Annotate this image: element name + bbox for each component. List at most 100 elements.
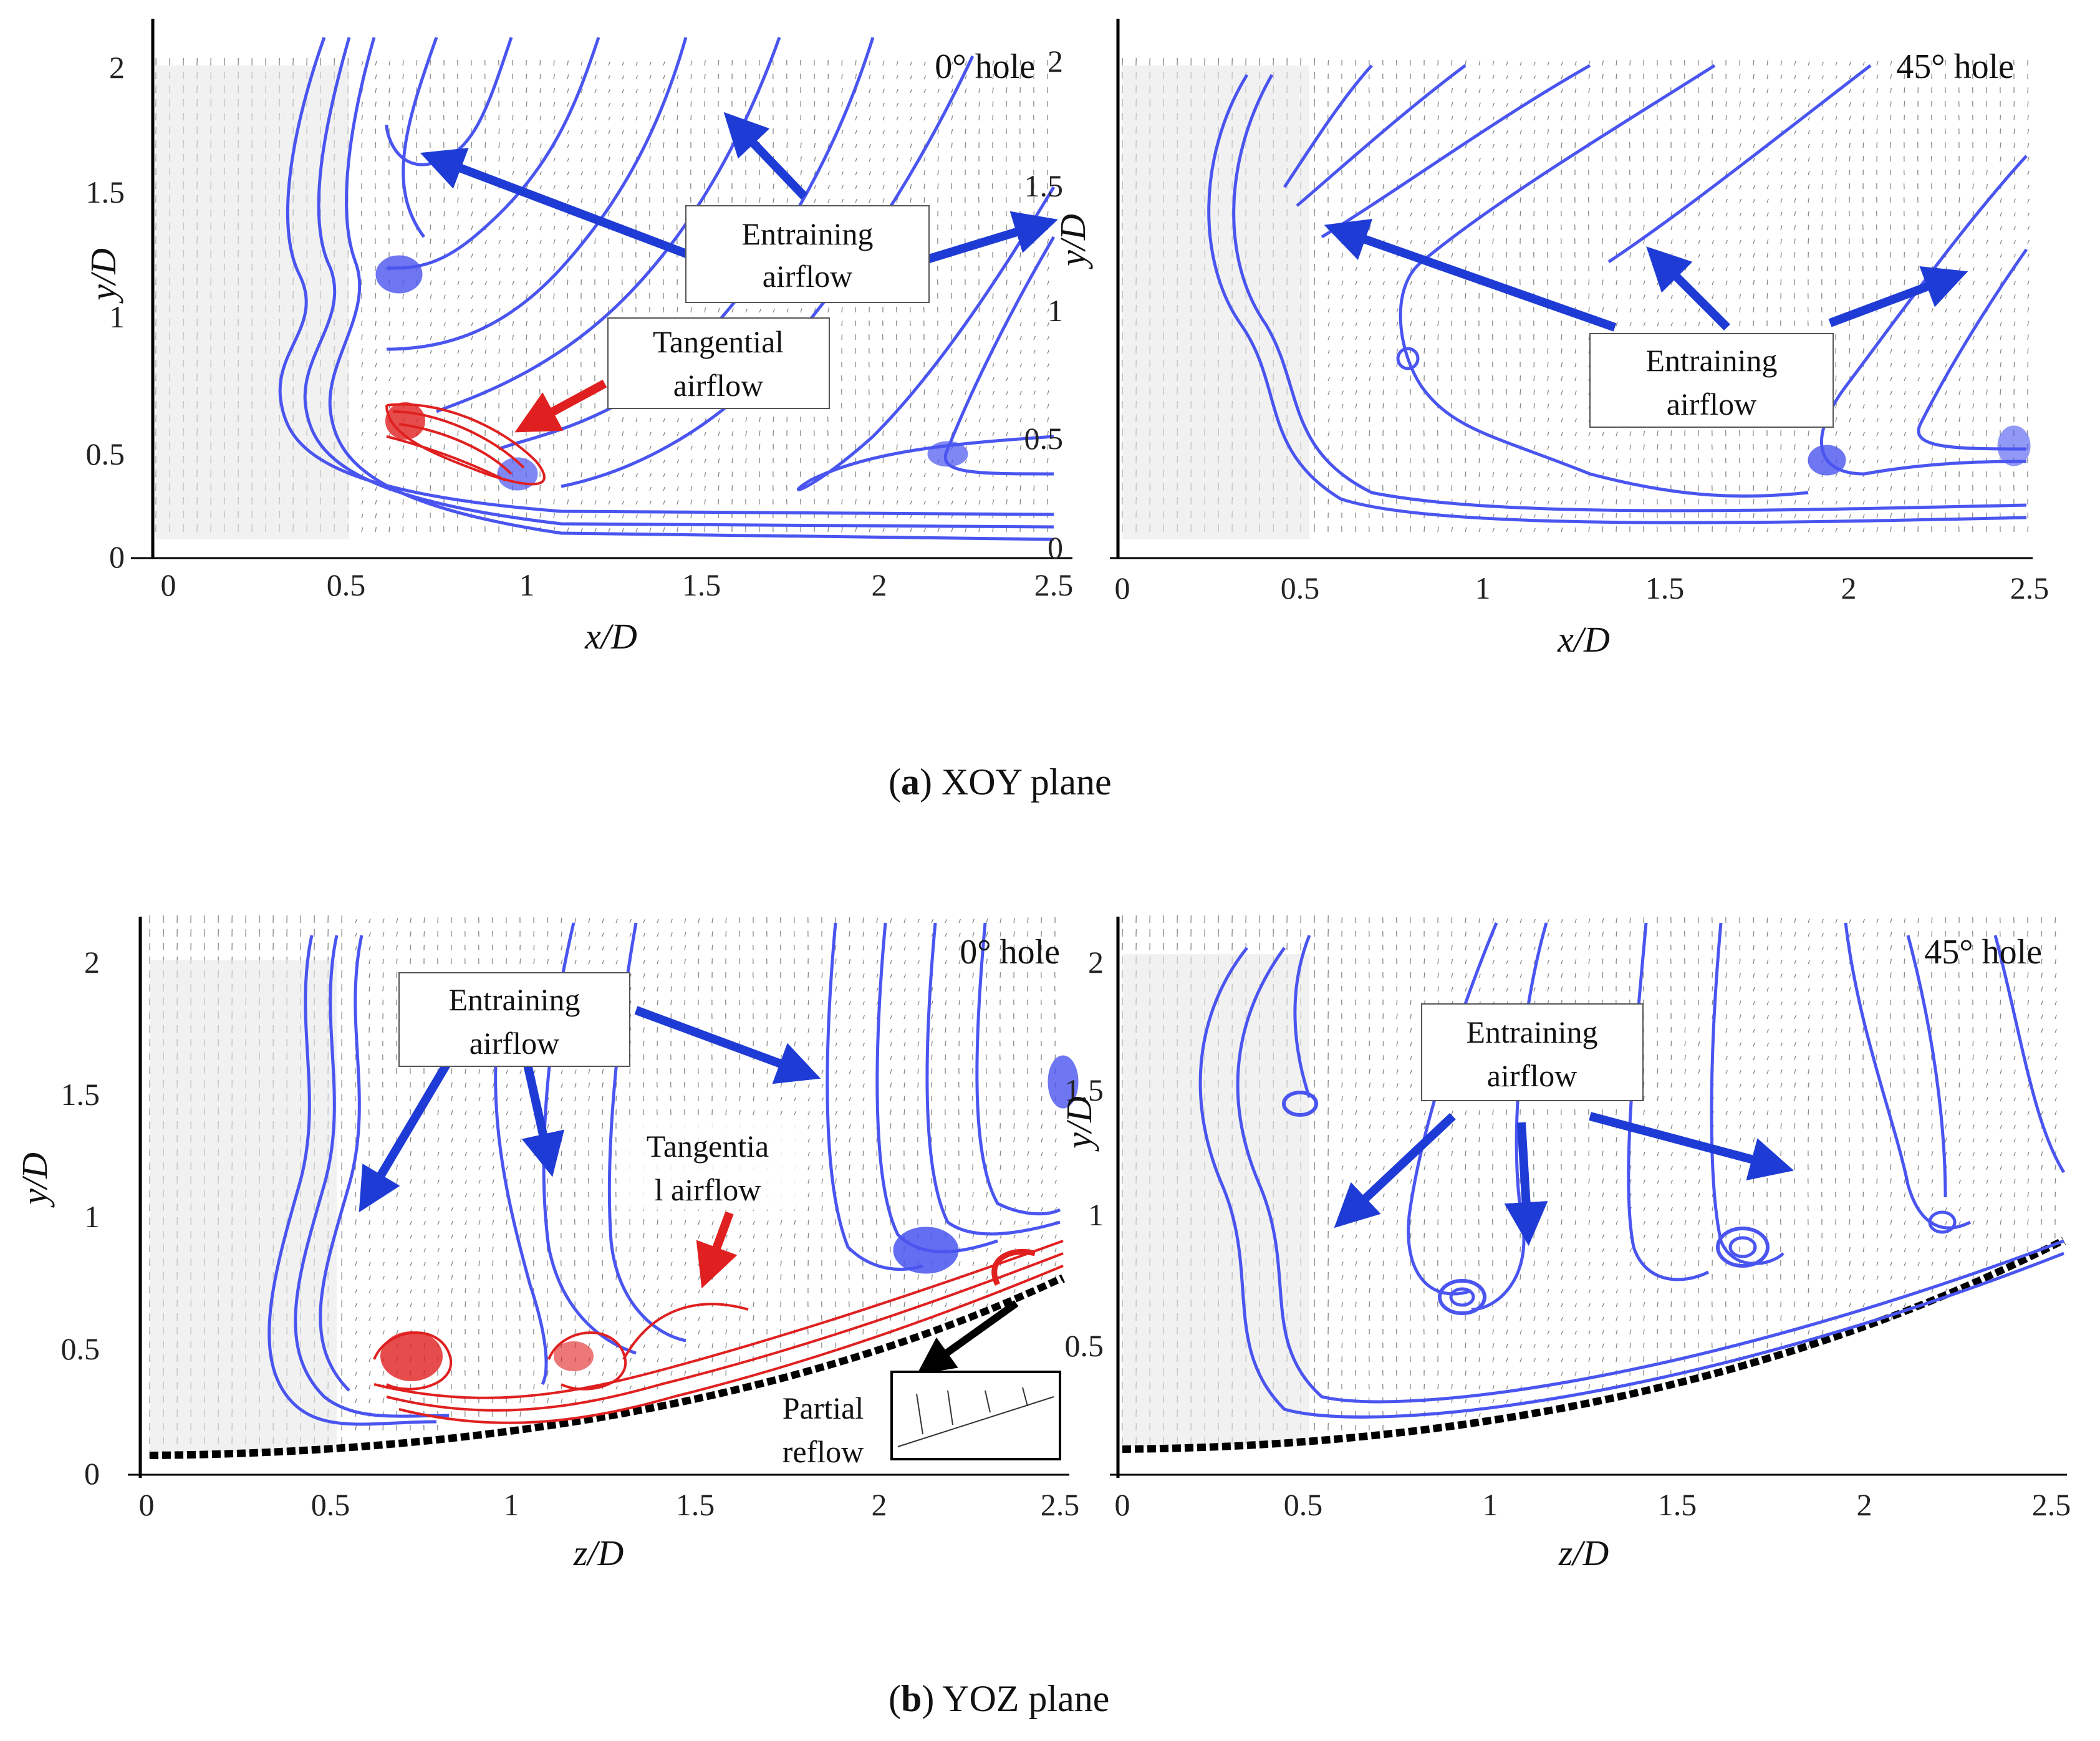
jet-wall — [156, 65, 349, 539]
tangential-vortex — [385, 402, 546, 486]
panel-label: 45° hole — [1924, 933, 2042, 972]
x-tick-label: 0.5 — [1281, 571, 1320, 605]
x-tick-label: 1.5 — [1658, 1487, 1697, 1522]
y-tick-label: 2 — [1048, 44, 1063, 79]
x-tick-label: 1.5 — [676, 1487, 715, 1522]
x-axis-label: x/D — [584, 616, 637, 657]
x-ticks: 0 0.5 1 1.5 2 2.5 — [1115, 571, 2049, 605]
x-tick-label: 0 — [1115, 571, 1130, 605]
caption-b: (b) YOZ plane — [889, 1678, 1110, 1719]
x-axis-label: x/D — [1557, 619, 1610, 660]
arrow-entraining — [1334, 1112, 1456, 1228]
streamlines — [1198, 922, 2066, 1419]
curved-wall — [149, 1274, 1065, 1460]
x-axis-label: z/D — [1558, 1533, 1609, 1573]
note-line: airflow — [1667, 387, 1756, 422]
note-box-tangential: Tangential airflow — [607, 317, 830, 409]
note-tangential: Tangentia l airflow — [617, 1122, 798, 1210]
jet-wall — [1122, 954, 1309, 1447]
arrow-entraining — [420, 148, 706, 265]
x-tick-label: 1 — [1475, 571, 1491, 605]
y-tick-label: 0.5 — [1024, 421, 1064, 456]
y-ticks: 0 0.5 1 1.5 2 — [61, 945, 100, 1491]
x-tick-label: 1 — [1483, 1487, 1498, 1522]
x-ticks: 0 0.5 1 1.5 2 2.5 — [161, 567, 1074, 602]
panel-label: 0° hole — [960, 933, 1060, 972]
note-box-entraining: Entraining airflow — [1421, 1003, 1644, 1101]
tangential-vortex — [373, 1240, 1064, 1424]
x-tick-label: 2.5 — [1034, 567, 1074, 602]
y-tick-label: 0.5 — [86, 436, 125, 471]
note-box-entraining: Entraining airflow — [685, 205, 930, 303]
panel-label: 45° hole — [1896, 47, 2014, 86]
note-line: Partial — [783, 1391, 864, 1425]
x-ticks: 0 0.5 1 1.5 2 2.5 — [1115, 1487, 2071, 1522]
y-ticks: 0 0.5 1 1.5 2 — [1024, 44, 1064, 565]
panel-xoy-0: Entraining airflow Tangential airflow 0°… — [83, 19, 1073, 657]
y-tick-label: 0 — [109, 539, 125, 574]
note-line: airflow — [470, 1026, 559, 1061]
x-tick-label: 0.5 — [1284, 1487, 1323, 1522]
y-ticks: 0 0.5 1 1.5 2 — [86, 50, 125, 574]
note-line: Entraining — [741, 216, 873, 251]
y-tick-label: 2 — [84, 945, 100, 980]
arrow-entraining — [1324, 218, 1617, 332]
y-tick-label: 2 — [1088, 945, 1104, 980]
caption-a: (a) XOY plane — [889, 761, 1112, 803]
note-line: airflow — [763, 259, 852, 294]
note-box-entraining: Entraining airflow — [1589, 333, 1834, 428]
x-tick-label: 2 — [872, 567, 887, 602]
x-tick-label: 1 — [504, 1487, 519, 1522]
panel-yoz-0: Entraining airflow Tangentia l airflow P… — [14, 915, 1079, 1573]
arrow-entraining — [1504, 1122, 1548, 1246]
x-ticks: 0 0.5 1 1.5 2 2.5 — [139, 1487, 1080, 1522]
x-tick-label: 2 — [1857, 1487, 1872, 1522]
streamlines — [278, 37, 1056, 541]
arrow-entraining — [921, 211, 1058, 265]
note-line: reflow — [783, 1434, 864, 1469]
y-tick-label: 0.5 — [61, 1331, 100, 1366]
y-tick-label: 1 — [1088, 1197, 1104, 1232]
y-tick-label: 1 — [1048, 293, 1063, 328]
x-tick-label: 2 — [1841, 571, 1857, 605]
panel-label: 0° hole — [935, 47, 1035, 86]
y-axis-label: y/D — [14, 1152, 55, 1208]
x-tick-label: 0 — [161, 567, 176, 602]
note-reflow: Partial reflow — [783, 1391, 864, 1469]
note-line: airflow — [1487, 1058, 1577, 1093]
note-line: Tangential — [653, 324, 784, 359]
y-tick-label: 0.5 — [1065, 1328, 1104, 1363]
y-tick-label: 1.5 — [61, 1077, 100, 1112]
y-axis-label: y/D — [83, 248, 123, 304]
x-tick-label: 2.5 — [1041, 1487, 1080, 1522]
x-tick-label: 1 — [519, 567, 535, 602]
arrow-tangential — [514, 379, 607, 433]
y-tick-label: 1.5 — [86, 175, 125, 210]
y-tick-label: 0 — [1048, 530, 1063, 565]
note-line: l airflow — [655, 1172, 761, 1207]
inset-partial-reflow — [890, 1371, 1061, 1460]
x-tick-label: 2 — [872, 1487, 887, 1522]
x-tick-label: 0.5 — [327, 567, 366, 602]
caption-letter: b — [900, 1678, 922, 1719]
y-tick-label: 1 — [84, 1199, 100, 1234]
note-line: Tangentia — [647, 1129, 769, 1164]
x-tick-label: 1.5 — [1645, 571, 1685, 605]
streamlines — [1207, 64, 2031, 524]
x-tick-label: 2.5 — [2032, 1487, 2071, 1522]
x-tick-label: 0 — [139, 1487, 155, 1522]
panel-xoy-45: Entraining airflow 45° hole 0 0.5 1 1.5 … — [1024, 19, 2049, 660]
y-tick-label: 2 — [109, 50, 125, 85]
x-tick-label: 0.5 — [311, 1487, 350, 1522]
x-tick-label: 2.5 — [2010, 571, 2049, 605]
y-axis-label: y/D — [1059, 1096, 1099, 1152]
arrow-entraining — [1589, 1112, 1794, 1180]
panel-yoz-45: Entraining airflow 45° hole 0.5 1 1.5 2 … — [1059, 915, 2071, 1573]
note-box-entraining: Entraining airflow — [398, 972, 630, 1067]
y-tick-label: 1.5 — [1065, 1073, 1104, 1107]
y-tick-label: 0 — [84, 1456, 100, 1491]
wall-fill — [1122, 1244, 2064, 1456]
streamlines — [267, 922, 1079, 1426]
y-axis-label: y/D — [1052, 214, 1093, 269]
